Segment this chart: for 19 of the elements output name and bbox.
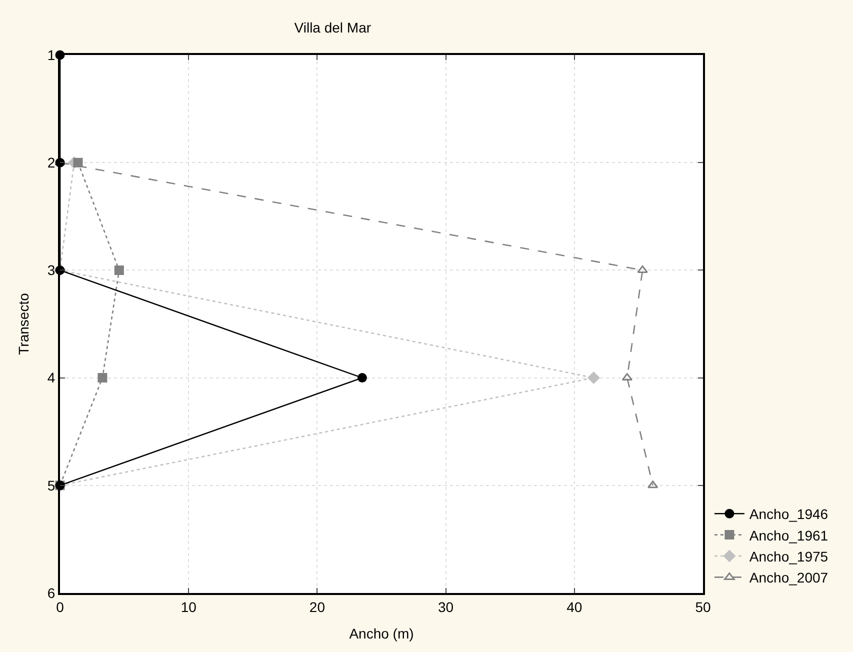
- y-tick-label: 2: [47, 154, 56, 170]
- x-tick-label: 20: [309, 598, 326, 615]
- x-tick-label: 10: [180, 598, 197, 615]
- x-tick-label: 0: [56, 598, 64, 615]
- y-tick-label: 3: [47, 262, 56, 278]
- legend-label: Ancho_1946: [749, 506, 828, 522]
- x-tick-label: 40: [566, 598, 582, 615]
- y-axis-title: Transecto: [16, 292, 32, 355]
- legend-label: Ancho_1961: [749, 527, 828, 544]
- y-tick-label: 6: [47, 584, 56, 601]
- x-tick-label: 50: [695, 598, 711, 615]
- x-axis-title: Ancho (m): [349, 626, 414, 642]
- y-tick-label: 4: [47, 370, 56, 386]
- x-tick-label: 30: [438, 598, 454, 615]
- y-tick-label: 1: [47, 46, 56, 63]
- y-tick-label: 5: [47, 477, 56, 494]
- legend-label: Ancho_2007: [749, 570, 828, 586]
- legend-label: Ancho_1975: [749, 548, 828, 564]
- chart-title: Villa del Mar: [294, 20, 372, 36]
